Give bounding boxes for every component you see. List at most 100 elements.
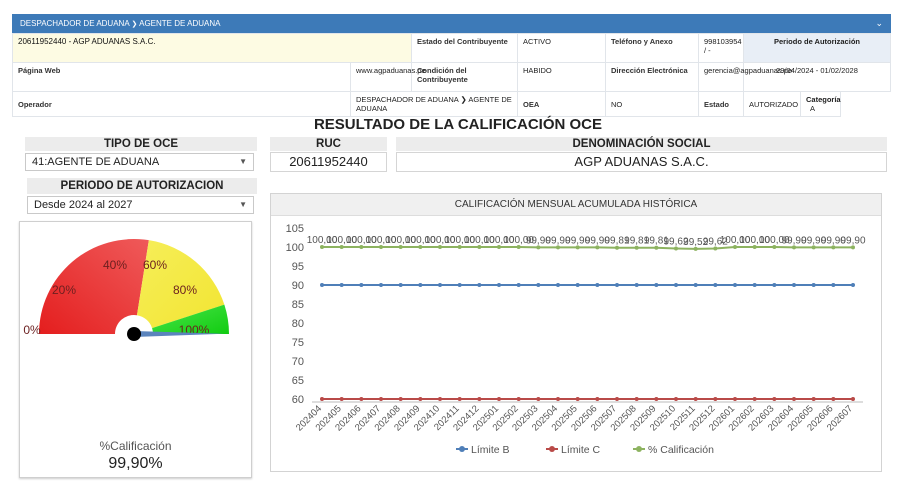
data-point	[359, 397, 364, 401]
data-label: 99,90	[821, 235, 846, 246]
y-tick-label: 70	[292, 356, 304, 368]
data-point	[752, 397, 757, 401]
chevron-down-icon[interactable]: ⌄	[875, 18, 883, 28]
data-label: 99,62	[663, 236, 688, 247]
correo-label: Dirección Electrónica	[605, 62, 699, 92]
data-label: 99,81	[604, 236, 629, 247]
periodo-autorizacion-label: PERIODO DE AUTORIZACION	[27, 178, 257, 194]
data-point	[320, 283, 324, 287]
y-tick-label: 65	[292, 375, 304, 387]
legend-label: % Calificación	[648, 444, 714, 456]
contribuyente-info-table: 20611952440 - AGP ADUANAS S.A.C. Estado …	[12, 33, 891, 117]
ruc-name: 20611952440 - AGP ADUANAS S.A.C.	[12, 33, 412, 63]
data-point	[379, 283, 383, 287]
data-point	[457, 397, 462, 401]
chart-title: CALIFICACIÓN MENSUAL ACUMULADA HISTÓRICA	[271, 194, 881, 216]
data-point	[831, 283, 836, 287]
gauge-value: 99,90%	[108, 455, 163, 472]
data-point	[457, 245, 462, 249]
data-point	[831, 245, 836, 250]
data-point	[320, 245, 324, 249]
gauge-tick-label: 80%	[173, 283, 197, 297]
data-point	[339, 245, 344, 249]
breadcrumb-item: AGENTE DE ADUANA	[139, 19, 221, 28]
data-point	[575, 283, 580, 287]
data-point	[851, 283, 855, 287]
data-point	[752, 245, 757, 249]
data-point	[615, 283, 619, 287]
tipo-oce-selected: 41:AGENTE DE ADUANA	[32, 156, 160, 168]
data-label: 100,00	[484, 235, 515, 246]
gauge-band-green	[152, 304, 229, 334]
data-label: 100,00	[720, 235, 751, 246]
legend-marker	[549, 446, 555, 452]
data-point	[556, 283, 560, 287]
data-point	[693, 283, 698, 287]
data-point	[792, 245, 796, 250]
categoria-label: Categoría	[806, 95, 841, 104]
breadcrumb-item: DESPACHADOR DE ADUANA	[20, 19, 130, 28]
data-label: 99,52	[683, 237, 708, 248]
denominacion-label: DENOMINACIÓN SOCIAL	[396, 137, 887, 151]
page-title: RESULTADO DE LA CALIFICACIÓN OCE	[313, 116, 603, 133]
categoria-value: A	[810, 104, 816, 113]
gauge-needle	[133, 331, 224, 337]
data-point	[733, 245, 737, 249]
data-point	[339, 283, 344, 287]
tipo-oce-select[interactable]: 41:AGENTE DE ADUANA ▼	[25, 153, 254, 171]
telefono-value: 998103954 / -	[698, 33, 744, 63]
data-point	[713, 283, 718, 287]
data-point	[477, 245, 482, 249]
tipo-oce-label: TIPO DE OCE	[25, 137, 257, 151]
data-point	[811, 245, 816, 250]
data-point	[811, 283, 816, 287]
data-point	[575, 397, 580, 401]
data-label: 100,00	[326, 235, 357, 246]
gauge-tick-label: 40%	[103, 258, 127, 272]
estado-label: Estado del Contribuyente	[411, 33, 518, 63]
data-point	[516, 245, 521, 249]
data-label: 100,00	[385, 235, 416, 246]
data-label: 100,00	[405, 235, 436, 246]
data-label: 99,90	[526, 235, 551, 246]
data-label: 100,00	[503, 235, 534, 246]
data-point	[595, 397, 600, 401]
y-tick-label: 60	[292, 394, 304, 406]
data-point	[693, 246, 698, 251]
data-point	[398, 245, 403, 249]
breadcrumb-separator: ❯	[131, 21, 138, 28]
data-point	[595, 283, 600, 287]
data-point	[674, 283, 678, 287]
oea-value: NO	[605, 91, 699, 117]
data-label: 100,00	[444, 235, 475, 246]
y-tick-label: 85	[292, 299, 304, 311]
data-point	[674, 246, 678, 251]
gauge-tick-label: 20%	[52, 283, 76, 297]
estado-value: ACTIVO	[517, 33, 606, 63]
data-label: 100,00	[464, 235, 495, 246]
data-point	[674, 397, 678, 401]
data-point	[477, 397, 482, 401]
data-point	[713, 397, 718, 401]
data-point	[516, 397, 521, 401]
data-point	[575, 245, 580, 250]
data-point	[438, 397, 442, 401]
periodo-select[interactable]: Desde 2024 al 2027 ▼	[27, 196, 254, 214]
data-label: 99,81	[624, 236, 649, 247]
gauge-tick-label: 60%	[143, 258, 167, 272]
gauge-caption: %Calificación	[99, 439, 172, 453]
y-tick-label: 100	[286, 242, 304, 254]
gauge-chart: 0%20%40% 60%80%100%	[23, 238, 229, 341]
data-point	[477, 283, 482, 287]
data-point	[497, 245, 501, 249]
operador-label: Operador	[12, 91, 351, 117]
data-point	[615, 397, 619, 401]
y-tick-label: 90	[292, 280, 304, 292]
pagina-value[interactable]: www.agpaduanas.pe	[350, 62, 426, 92]
data-point	[811, 397, 816, 401]
data-point	[438, 283, 442, 287]
data-point	[438, 245, 442, 249]
y-tick-label: 75	[292, 337, 304, 349]
operador-value: DESPACHADOR DE ADUANA ❯ AGENTE DE ADUANA	[350, 91, 518, 117]
legend-label: Límite B	[471, 444, 510, 456]
